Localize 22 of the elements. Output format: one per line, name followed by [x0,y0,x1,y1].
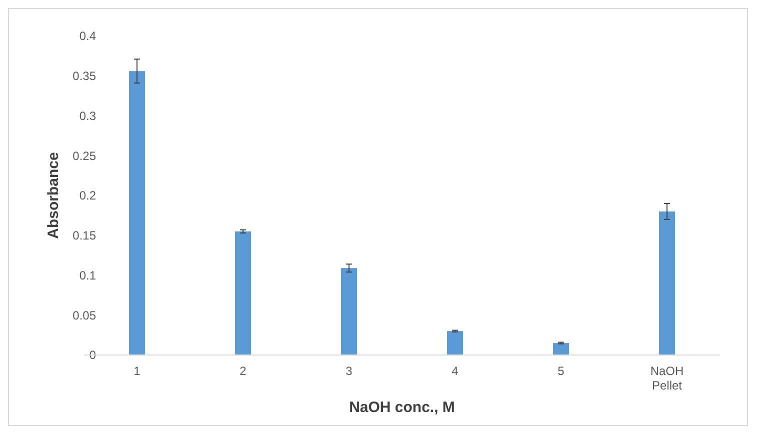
y-tick-label: 0.4 [79,29,96,44]
y-tick-label: 0.35 [72,69,96,84]
x-tick-label: 1 [134,364,141,378]
y-tick-label: 0.05 [72,308,96,322]
bar [235,231,251,355]
bar [341,268,357,355]
bar [659,211,675,355]
x-tick-label: 5 [558,364,565,378]
x-tick-label: 3 [346,364,353,378]
x-tick-label: 2 [240,364,247,378]
y-tick-label: 0.3 [79,108,96,123]
bar [129,71,145,355]
x-axis-title: NaOH conc., M [349,399,455,416]
y-tick-label: 0.15 [72,228,96,243]
y-axis-title: Absorbance [45,152,62,239]
x-tick-label: 4 [452,364,459,378]
y-tick-label: 0.1 [79,268,96,282]
y-tick-label: 0.2 [79,188,96,203]
bar [447,331,463,355]
x-tick-label: NaOH Pellet [650,364,684,392]
bar [553,343,569,355]
y-tick-label: 0.25 [72,148,96,163]
